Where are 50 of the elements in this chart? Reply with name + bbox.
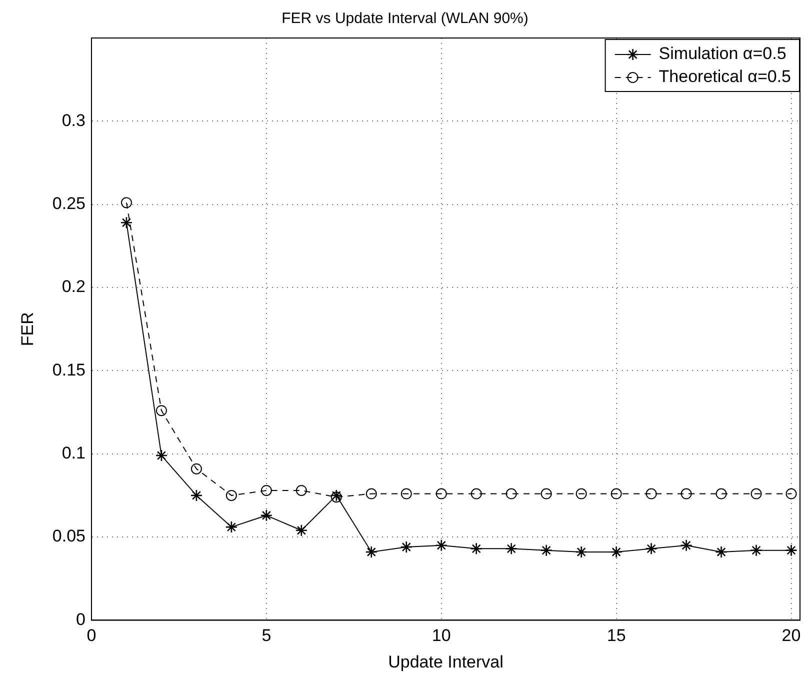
x-tick-label: 10 — [432, 626, 451, 646]
y-tick-label: 0.05 — [52, 526, 86, 546]
point — [506, 543, 517, 554]
y-tick-label: 0.3 — [62, 110, 86, 130]
point — [540, 544, 552, 556]
x-tick-label: 15 — [606, 626, 626, 646]
y-tick-label: 0.1 — [62, 444, 86, 463]
point — [296, 524, 307, 536]
point — [680, 488, 692, 500]
point — [576, 488, 587, 500]
point — [540, 488, 552, 500]
point — [750, 488, 762, 500]
point — [436, 488, 447, 500]
point — [576, 546, 587, 558]
point — [646, 488, 657, 500]
point — [436, 540, 447, 551]
point — [786, 488, 797, 500]
y-axis-title: FER — [18, 312, 37, 346]
point — [786, 544, 797, 556]
point — [506, 488, 517, 500]
y-tick-label: 0.25 — [52, 194, 86, 214]
x-axis-title: Update Interval — [388, 652, 504, 672]
legend-label: Theoretical α=0.5 — [658, 67, 792, 86]
point — [610, 488, 622, 500]
point — [470, 488, 482, 500]
point — [646, 543, 657, 554]
point — [120, 217, 132, 228]
point — [156, 405, 167, 416]
point — [190, 463, 202, 474]
point — [400, 542, 412, 553]
point — [366, 488, 377, 500]
point — [366, 546, 377, 558]
point — [610, 546, 622, 558]
y-tick-label: 0.15 — [52, 360, 86, 380]
point — [680, 540, 692, 551]
point — [750, 544, 762, 556]
point — [716, 546, 727, 558]
y-tick-label: 0 — [76, 610, 86, 629]
chart-title: FER vs Update Interval (WLAN 90%) — [282, 10, 528, 28]
point — [470, 543, 482, 554]
legend-label: Simulation α=0.5 — [658, 44, 786, 64]
point — [226, 490, 237, 501]
y-tick-label: 0.2 — [62, 277, 86, 296]
x-tick-label: 20 — [782, 626, 801, 646]
point — [260, 484, 272, 496]
x-tick-label: 5 — [262, 626, 272, 646]
point — [716, 488, 727, 500]
point — [296, 484, 307, 496]
point — [120, 197, 132, 208]
point — [400, 488, 412, 500]
